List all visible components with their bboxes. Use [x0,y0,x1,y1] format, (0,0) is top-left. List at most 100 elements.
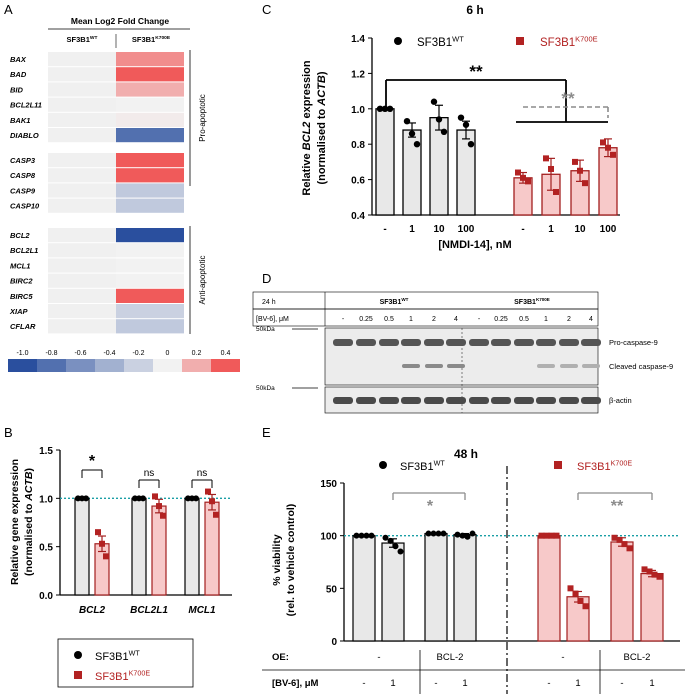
panel-c-point [467,141,475,148]
label-superscript: WT [452,34,464,43]
panel-e-y-label-2: (rel. to vehicle control) [285,504,297,617]
heatmap-gene-label: BAK1 [10,116,30,125]
heatmap-gene-label: BCL2 [10,231,30,240]
panel-e-point [435,530,442,537]
heatmap-gene-label: BIRC5 [10,292,33,301]
panel-d-band-actin [446,397,466,404]
panel-d-conc-value: 0.25 [494,316,508,323]
panel-d-conc-value: 1 [544,316,548,323]
panel-e-legend-mut: SF3B1K700E [577,460,632,473]
panel-c-point [408,130,416,137]
panel-c-y-label-part: ACTB [316,75,328,107]
heatmap-cell-wt [48,153,116,168]
panel-d-band-pro [379,339,399,346]
panel-d-band-actin [356,397,376,404]
heatmap-cell-mut [116,52,184,67]
panel-e-bar [610,541,634,642]
scale-tick-label: -0.8 [45,350,57,357]
panel-c-legend-mut: SF3B1K700E [540,34,598,49]
scale-tick-label: -0.2 [132,350,144,357]
panel-c-bar [598,147,618,216]
heatmap-cell-mut [116,243,184,258]
panel-d-conc-value: 0.5 [519,316,529,323]
label-base: SF3B1 [380,299,402,306]
panel-e-bv-value: - [620,678,623,689]
panel-b-point [209,498,215,505]
label-base: SF3B1 [417,37,452,49]
panel-letter-b: B [4,425,13,440]
panel-d-band-cleaved [402,364,420,368]
label-superscript: K700E [575,34,597,43]
panel-d-conc-value: 0.5 [384,316,394,323]
heatmap-cell-mut [116,97,184,112]
panel-c-point [376,105,384,113]
panel-e-point [641,566,648,573]
panel-e-bv-value: 1 [649,678,654,689]
panel-c-x-tick-label: 1 [548,224,554,235]
panel-d-conc-value: 4 [589,316,593,323]
heatmap-cell-wt [48,319,116,334]
heatmap-cell-mut [116,273,184,288]
panel-c-x-tick-label: 100 [458,224,475,235]
heatmap-cell-mut [116,183,184,198]
scale-tick-label: -1.0 [16,350,28,357]
heatmap-gene-label: CASP9 [10,186,36,195]
heatmap-cell-wt [48,52,116,67]
heatmap-gene-label: BAD [10,70,27,79]
panel-d-band-actin [491,397,511,404]
panel-c-bar [375,108,395,216]
panel-b-sig-label: * [89,453,96,470]
panel-d-band-pro [559,339,579,346]
label-superscript: WT [434,460,446,468]
panel-letter-a: A [4,2,13,17]
scale-swatch [153,359,182,372]
panel-b-point [152,493,158,500]
panel-d-conc-value: 0.25 [359,316,373,323]
panel-c-y-label-2: (normalised to ACTB) [316,71,328,184]
heatmap-cell-wt [48,128,116,143]
panel-b-point [160,512,166,519]
panel-e-point [358,532,365,539]
panel-c-point [462,121,470,128]
scale-swatch [37,359,66,372]
panel-d-marker-1: 50kDa [256,326,275,333]
heatmap-cell-wt [48,273,116,288]
panel-e-point [582,603,589,610]
panel-letter-d: D [262,271,271,286]
label-superscript: WT [129,650,141,658]
panel-c-y-label-part: BCL2 [301,122,313,151]
panel-e-point [567,585,574,592]
panel-c-point [605,144,611,151]
panel-e-point [440,530,447,537]
heatmap-cell-wt [48,258,116,273]
scale-swatch [66,359,95,372]
label-base: SF3B1 [67,35,90,44]
panel-c-sig-gray: ** [561,89,575,108]
panel-e-oe-label: OE: [272,652,289,663]
panel-d-conc-box [252,308,599,327]
panel-c-y-tick-label: 0.8 [351,140,365,151]
panel-a-title: Mean Log2 Fold Change [71,16,169,26]
label-superscript: WT [401,297,408,302]
panel-c-point [582,180,588,187]
panel-c-x-label: [NMDI-14], nM [438,239,511,251]
panel-b-sig-label: ns [197,468,208,479]
panel-e-point [646,568,653,575]
panel-e-point [611,534,618,541]
panel-d-conc-value: 1 [409,316,413,323]
panel-b-y-tick-label: 0.5 [39,543,53,554]
panel-c-y-tick-label: 0.4 [351,211,365,222]
panel-d-band-cleaved [447,364,465,368]
panel-d-time: 24 h [262,299,276,306]
panel-c-y-tick-label: 0.6 [351,176,365,187]
label-base: SF3B1 [577,461,611,473]
panel-b-legend-mut-marker [74,671,82,679]
panel-e-bar [453,534,477,642]
panel-b-bar [184,497,200,596]
panel-d-marker-2: 50kDa [256,385,275,392]
panel-e-point [621,541,628,548]
panel-c-x-tick-label: - [521,224,524,235]
heatmap-cell-mut [116,168,184,183]
panel-d-conc-value: 2 [432,316,436,323]
scale-swatch [182,359,211,372]
